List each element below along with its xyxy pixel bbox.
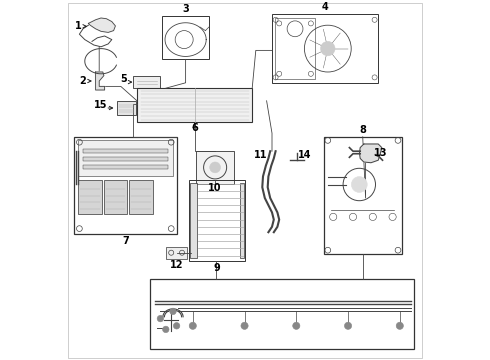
Bar	[189, 180, 245, 261]
Circle shape	[344, 322, 352, 329]
Circle shape	[320, 41, 335, 56]
Text: 13: 13	[374, 148, 388, 158]
Bar	[78, 180, 102, 214]
Circle shape	[173, 323, 180, 329]
Bar	[83, 149, 168, 153]
Circle shape	[157, 315, 164, 322]
Polygon shape	[360, 144, 382, 163]
Bar	[272, 14, 378, 83]
Bar	[275, 18, 315, 79]
Bar	[196, 151, 234, 184]
Bar	[77, 140, 173, 176]
Text: 4: 4	[322, 2, 328, 12]
Text: 3: 3	[182, 4, 189, 14]
Bar	[83, 165, 168, 169]
Bar	[190, 183, 197, 258]
Text: 10: 10	[208, 183, 222, 193]
Circle shape	[189, 322, 196, 329]
Text: 6: 6	[191, 123, 198, 133]
Polygon shape	[96, 72, 104, 90]
Bar	[162, 16, 209, 59]
Text: 8: 8	[360, 125, 367, 135]
Bar	[74, 137, 176, 234]
Text: 1: 1	[75, 21, 82, 31]
Text: 11: 11	[254, 150, 267, 160]
Circle shape	[351, 177, 367, 192]
Bar	[129, 180, 153, 214]
Circle shape	[241, 322, 248, 329]
Bar	[166, 247, 187, 259]
Polygon shape	[88, 18, 116, 32]
Circle shape	[396, 322, 403, 329]
Bar	[324, 137, 402, 254]
Bar	[149, 279, 414, 349]
Text: 2: 2	[79, 76, 86, 86]
Text: 14: 14	[297, 150, 311, 160]
Text: 5: 5	[120, 74, 127, 84]
Bar	[137, 88, 252, 122]
Text: 7: 7	[122, 236, 129, 246]
Bar	[104, 180, 127, 214]
Bar	[83, 157, 168, 161]
Circle shape	[210, 162, 220, 173]
Bar	[133, 76, 160, 88]
Bar	[117, 101, 136, 115]
Circle shape	[170, 308, 176, 315]
Text: 12: 12	[170, 260, 183, 270]
Circle shape	[293, 322, 300, 329]
Circle shape	[163, 326, 169, 333]
Bar	[240, 183, 244, 258]
Text: 15: 15	[94, 100, 107, 110]
Text: 9: 9	[214, 263, 220, 273]
